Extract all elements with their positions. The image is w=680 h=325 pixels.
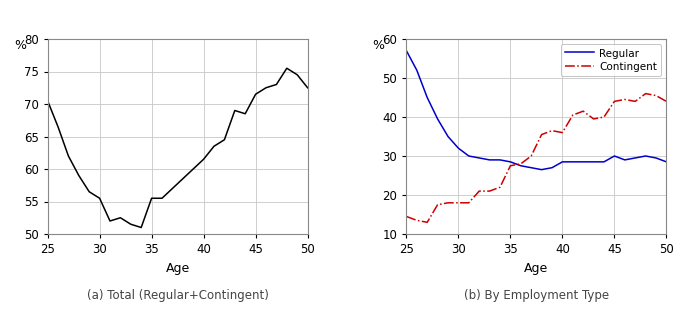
Regular [662,160,670,164]
Regular [621,158,629,162]
Regular [464,154,473,158]
Contingent [454,201,462,205]
Contingent [444,201,452,205]
Regular [600,160,608,164]
Contingent [403,214,411,218]
Regular [558,160,566,164]
Regular [517,164,525,168]
Regular [507,160,515,164]
Regular [434,117,442,121]
Contingent [527,154,535,158]
Regular [444,135,452,138]
Regular [527,166,535,170]
Regular [611,154,619,158]
Regular [568,160,577,164]
Contingent [434,203,442,207]
Contingent [641,92,649,96]
Regular [413,68,421,72]
Regular [423,96,431,99]
Contingent [579,109,588,113]
X-axis label: Age: Age [524,262,549,275]
Text: (b) By Employment Type: (b) By Employment Type [464,289,609,302]
Text: (a) Total (Regular+Contingent): (a) Total (Regular+Contingent) [86,289,269,302]
Contingent [517,162,525,166]
Regular [475,156,483,160]
Contingent [611,99,619,103]
Contingent [600,115,608,119]
Contingent [464,201,473,205]
Regular [631,156,639,160]
Contingent [558,131,566,135]
Contingent [631,99,639,103]
Contingent [537,133,545,136]
Regular [403,49,411,53]
Regular [548,166,556,170]
Regular [486,158,494,162]
Regular [496,158,504,162]
X-axis label: Age: Age [165,262,190,275]
Text: %: % [373,39,385,52]
Regular [454,146,462,150]
Contingent [548,129,556,133]
Contingent [652,94,660,98]
Contingent [507,164,515,168]
Legend: Regular, Contingent: Regular, Contingent [560,44,661,76]
Contingent [568,113,577,117]
Contingent [590,117,598,121]
Contingent [475,189,483,193]
Contingent [423,220,431,224]
Contingent [621,98,629,101]
Contingent [486,189,494,193]
Line: Contingent: Contingent [407,94,666,222]
Text: %: % [14,39,26,52]
Regular [652,156,660,160]
Line: Regular: Regular [407,51,666,170]
Regular [537,168,545,172]
Contingent [662,99,670,103]
Regular [590,160,598,164]
Regular [641,154,649,158]
Contingent [496,185,504,189]
Regular [579,160,588,164]
Contingent [413,218,421,222]
